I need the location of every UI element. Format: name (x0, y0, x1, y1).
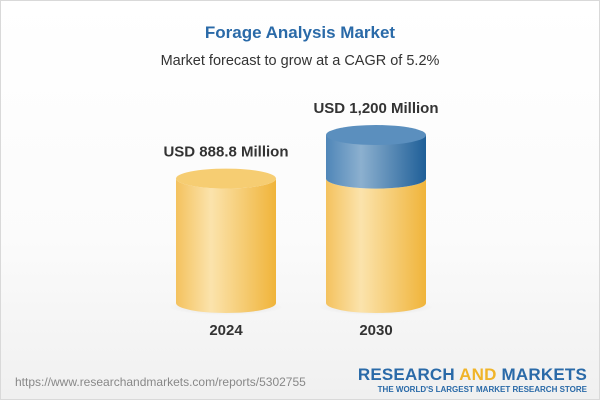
logo-tagline: THE WORLD'S LARGEST MARKET RESEARCH STOR… (377, 385, 587, 394)
bar-top (326, 125, 426, 145)
bar-2024 (176, 178, 276, 313)
category-label: 2030 (359, 322, 392, 339)
logo-text: RESEARCH (357, 365, 460, 384)
bar-growth-segment (326, 135, 426, 189)
data-label: USD 888.8 Million (163, 144, 288, 161)
logo-text-and: AND (459, 365, 497, 384)
bar-2030 (326, 178, 426, 313)
logo-text-markets: MARKETS (496, 365, 587, 384)
category-label: 2024 (209, 322, 243, 339)
logo: RESEARCH AND MARKETS THE WORLD'S LARGEST… (358, 366, 587, 395)
data-label: USD 1,200 Million (313, 100, 438, 117)
chart-title: Forage Analysis Market (204, 23, 396, 42)
source-url[interactable]: https://www.researchandmarkets.com/repor… (15, 375, 306, 389)
bar-top (176, 168, 276, 189)
chart-subtitle: Market forecast to grow at a CAGR of 5.2… (160, 53, 440, 69)
